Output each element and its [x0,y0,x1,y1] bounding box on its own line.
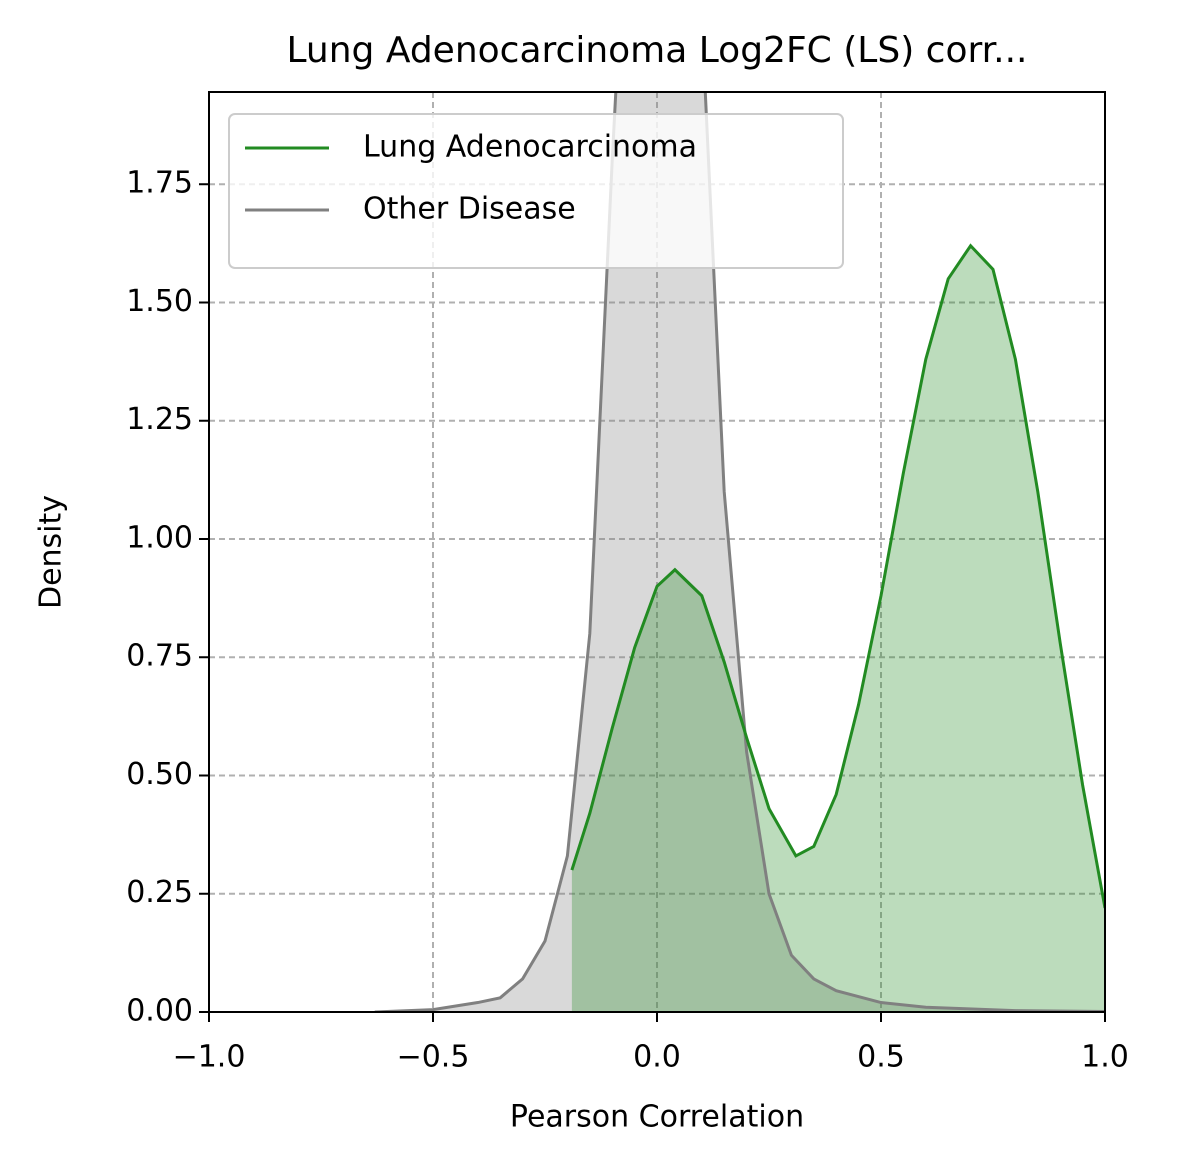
density-area [571,245,1105,1012]
density-line [374,92,1105,1012]
y-tick-label: 0.25 [126,875,193,910]
x-axis-label: Pearson Correlation [510,1100,804,1135]
y-tick-label: 1.00 [126,520,193,555]
y-tick-label: 0.75 [126,639,193,674]
density-line [570,243,1105,909]
y-axis-label: Density [34,495,69,609]
legend-label: Other Disease [363,192,576,227]
chart-title: Lung Adenocarcinoma Log2FC (LS) corr... [286,30,1027,71]
y-tick-label: 1.25 [126,402,193,437]
y-tick-label: 1.75 [126,166,193,201]
x-tick-label: 0.5 [857,1040,905,1075]
y-tick-label: 1.50 [126,284,193,319]
x-tick-label: −1.0 [173,1040,246,1075]
plot-frame [208,91,1106,1013]
x-tick-label: −0.5 [397,1040,470,1075]
y-tick-label: 0.00 [126,994,193,1029]
y-tick-label: 0.50 [126,757,193,792]
x-tick-label: 0.0 [633,1040,681,1075]
x-tick-label: 1.0 [1081,1040,1129,1075]
legend-label: Lung Adenocarcinoma [363,130,697,165]
plot-area [374,92,1105,1012]
legend-box [228,113,844,269]
density-area [374,92,1105,1012]
